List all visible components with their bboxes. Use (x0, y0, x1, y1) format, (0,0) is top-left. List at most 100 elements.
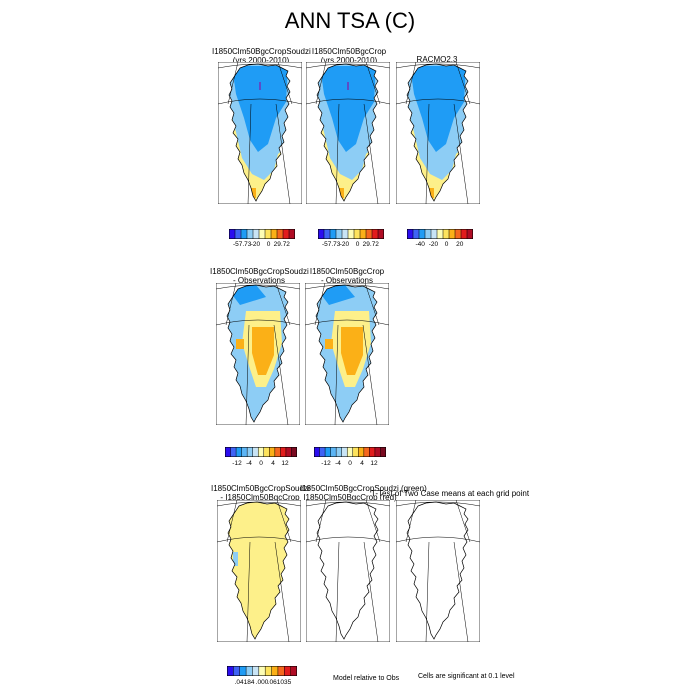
colorbar-swatch (380, 447, 386, 457)
panel-title-line1: I1850Clm50BgcCropSoudzi (210, 267, 309, 276)
colorbar-swatch (330, 447, 337, 457)
colorbar-swatch (369, 447, 376, 457)
colorbar-swatch (236, 447, 242, 457)
panel-title-line1: I1850Clm50BgcCropSoudzi (212, 47, 311, 56)
colorbar-swatch (407, 229, 414, 239)
colorbar-5 (314, 447, 386, 457)
map-panel-1 (218, 62, 302, 204)
colorbar-swatch (358, 447, 365, 457)
colorbar-tick-label: -20 (250, 241, 261, 248)
colorbar-swatch (347, 447, 354, 457)
colorbar-swatch (318, 229, 325, 239)
colorbar-swatch (330, 229, 337, 239)
panel-title-line2: (yrs 2000-2010) (232, 56, 290, 65)
panel-title-5: I1850Clm50BgcCrop - Observations (298, 267, 396, 285)
panel-title-line1: I1850Clm50BgcCropSoudzi (green) (300, 484, 427, 493)
panel-title-line1: I1850Clm50BgcCropSoudzi (211, 484, 310, 493)
colorbar-swatch (241, 447, 248, 457)
colorbar-tick-label: -20 (339, 241, 350, 248)
colorbar-swatch (271, 229, 278, 239)
panel-title-line1: I1850Clm50BgcCrop (309, 267, 385, 276)
colorbar-swatch (227, 666, 234, 676)
colorbar-swatch (374, 447, 381, 457)
colorbar-tick-label: 0 (259, 460, 263, 467)
colorbar-swatch (235, 229, 242, 239)
colorbar-tick-label: -12 (232, 460, 242, 467)
colorbar-swatch (342, 229, 349, 239)
colorbar-swatch (277, 666, 285, 676)
colorbar-swatch (274, 447, 281, 457)
colorbar-swatch (378, 229, 384, 239)
colorbar-swatch (258, 666, 266, 676)
colorbar-tick-label: 0 (444, 241, 449, 248)
map-panel-6 (217, 500, 301, 642)
colorbar-swatch (352, 447, 359, 457)
colorbar-6-labels: .04184.000.061035 (227, 679, 297, 689)
map-panel-8 (396, 500, 480, 642)
colorbar-swatch (461, 229, 468, 239)
colorbar-swatch (277, 229, 284, 239)
colorbar-swatch (341, 447, 348, 457)
colorbar-swatch (291, 447, 297, 457)
colorbar-tick-label: .000 (255, 679, 269, 686)
colorbar-tick-label: -4 (335, 460, 341, 467)
colorbar-swatch (425, 229, 432, 239)
colorbar-swatch (413, 229, 420, 239)
colorbar-swatch (246, 666, 253, 676)
colorbar-swatch (271, 666, 279, 676)
panel-title-6: I1850Clm50BgcCropSoudzi - I1850Clm50BgcC… (211, 484, 310, 502)
colorbar-swatch (419, 229, 426, 239)
colorbar-swatch (336, 229, 343, 239)
colorbar-1-labels: -57.73 -20 0 29.72 (229, 241, 295, 251)
colorbar-swatch (289, 229, 295, 239)
colorbar-swatch (324, 229, 331, 239)
colorbar-swatch (247, 229, 254, 239)
colorbar-swatch (269, 447, 276, 457)
colorbar-swatch (363, 447, 370, 457)
significance-note: Cells are significant at 0.1 level (418, 673, 515, 680)
colorbar-tick-label: -20 (428, 241, 439, 248)
colorbar-3 (407, 229, 473, 239)
colorbar-5-labels: -12 -4 0 4 12 (314, 460, 386, 470)
colorbar-tick-label: 0 (266, 241, 271, 248)
panel-title-3: RACMO2.3 (388, 55, 486, 64)
panel-title-4: I1850Clm50BgcCropSoudzi - Observations (210, 267, 309, 285)
colorbar-swatch (443, 229, 450, 239)
colorbar-swatch (372, 229, 379, 239)
colorbar-swatch (290, 666, 297, 676)
colorbar-swatch (449, 229, 456, 239)
colorbar-swatch (336, 447, 342, 457)
colorbar-swatch (280, 447, 287, 457)
colorbar-4 (225, 447, 297, 457)
panel-title-line1: T-Test of Two Case means at each grid po… (370, 489, 530, 498)
colorbar-swatch (263, 447, 270, 457)
colorbar-swatch (467, 229, 473, 239)
panel-title-line2: (yrs 2000-2010) (320, 56, 378, 65)
colorbar-swatch (319, 447, 326, 457)
colorbar-swatch (239, 666, 247, 676)
colorbar-2-labels: -57.73 -20 0 29.72 (318, 241, 384, 251)
colorbar-tick-label: 4 (271, 460, 275, 467)
panel-title-line2: - Observations (320, 276, 374, 285)
panel-title-line2: - I1850Clm50BgcCrop (220, 493, 300, 502)
model-relative-note: Model relative to Obs (333, 675, 400, 682)
colorbar-swatch (252, 666, 260, 676)
colorbar-tick-label: 29.72 (273, 241, 290, 248)
colorbar-swatch (265, 229, 272, 239)
figure-title: ANN TSA (C) (284, 8, 416, 33)
panel-title-line1: I1850Clm50BgcCrop (311, 47, 387, 56)
colorbar-swatch (284, 666, 291, 676)
colorbar-swatch (354, 229, 361, 239)
colorbar-tick-label: -4 (246, 460, 252, 467)
colorbar-tick-label: 20 (456, 241, 464, 248)
panel-title-line2: - Observations (232, 276, 286, 285)
colorbar-swatch (233, 666, 241, 676)
colorbar-swatch (348, 229, 355, 239)
colorbar-tick-label: -12 (321, 460, 331, 467)
colorbar-swatch (325, 447, 331, 457)
colorbar-tick-label: 0 (348, 460, 352, 467)
colorbar-swatch (265, 666, 272, 676)
map-panel-4 (216, 283, 300, 425)
map-panel-5 (305, 283, 389, 425)
panel-title-7: I1850Clm50BgcCropSoudzi (green) I1850Clm… (300, 484, 427, 502)
